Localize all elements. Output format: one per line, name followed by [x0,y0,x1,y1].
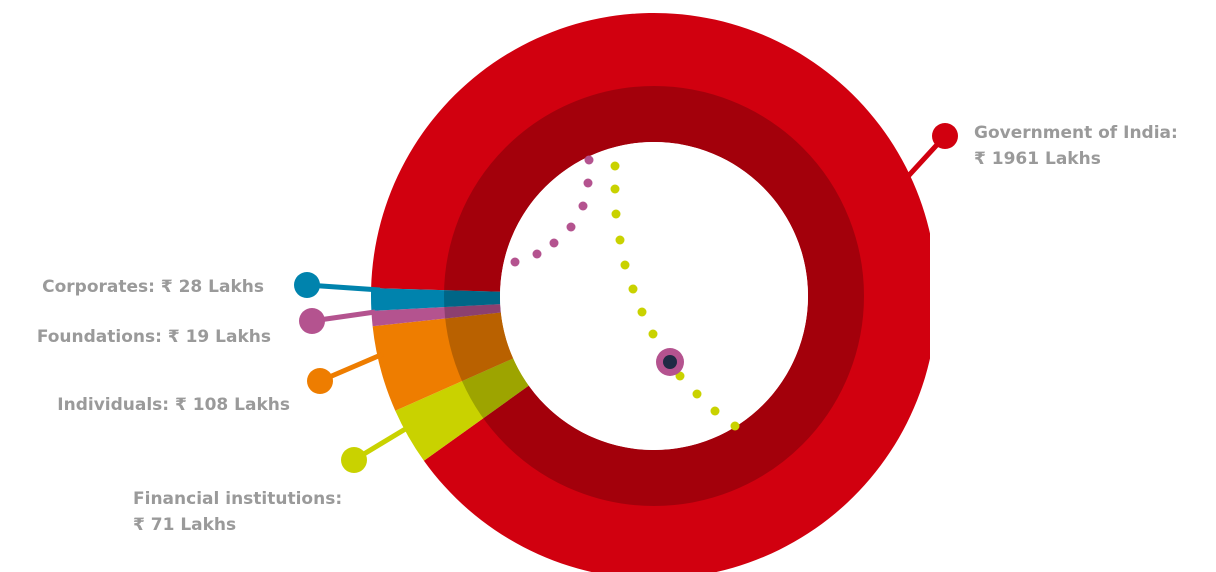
green-dot [692,389,702,399]
label-government: Government of India: ₹ 1961 Lakhs [974,123,1178,169]
slice-individuals [372,312,514,411]
slice-government [371,13,930,572]
green-dotted-path [610,161,740,431]
connector-dot-government [932,123,958,149]
green-dot [730,421,740,431]
purple-dotted-path [510,155,594,267]
connector-dot-foundations [299,308,325,334]
slices-outer [371,13,930,572]
purple-dot [583,178,593,188]
green-dot [675,371,685,381]
foundations-label: Foundations: ₹ 19 Lakhs [37,327,271,347]
purple-dot [584,155,594,165]
corporates-label: Corporates: ₹ 28 Lakhs [42,277,264,297]
green-dot [628,284,638,294]
green-dot [615,235,625,245]
slice-financial [395,358,529,461]
financial-label-line1: Financial institutions: [133,489,342,509]
purple-dot [566,222,576,232]
connector-dot-corporates [294,272,320,298]
purple-dot [549,238,559,248]
green-dot [637,307,647,317]
government-label-line1: Government of India: [974,123,1178,143]
label-connectors [294,123,958,473]
green-dot [620,260,630,270]
green-dot [610,161,620,171]
purple-dot [510,257,520,267]
green-dot [710,406,720,416]
inner-shadow-band [444,86,864,506]
label-financial: Financial institutions: ₹ 71 Lakhs [133,489,342,535]
connector-dot-individuals [307,368,333,394]
center-marker [656,348,684,376]
connector-dot-financial [341,447,367,473]
slice-foundations [371,304,501,327]
individuals-label: Individuals: ₹ 108 Lakhs [57,395,290,415]
donut-ring [371,13,930,572]
government-label-line2: ₹ 1961 Lakhs [974,149,1101,169]
financial-label-line2: ₹ 71 Lakhs [133,515,236,535]
green-dot [648,329,658,339]
green-dot [610,184,620,194]
slice-corporates [371,288,501,311]
green-dot [611,209,621,219]
purple-dot [532,249,542,259]
donut-hole [500,142,808,450]
purple-dot [578,201,588,211]
